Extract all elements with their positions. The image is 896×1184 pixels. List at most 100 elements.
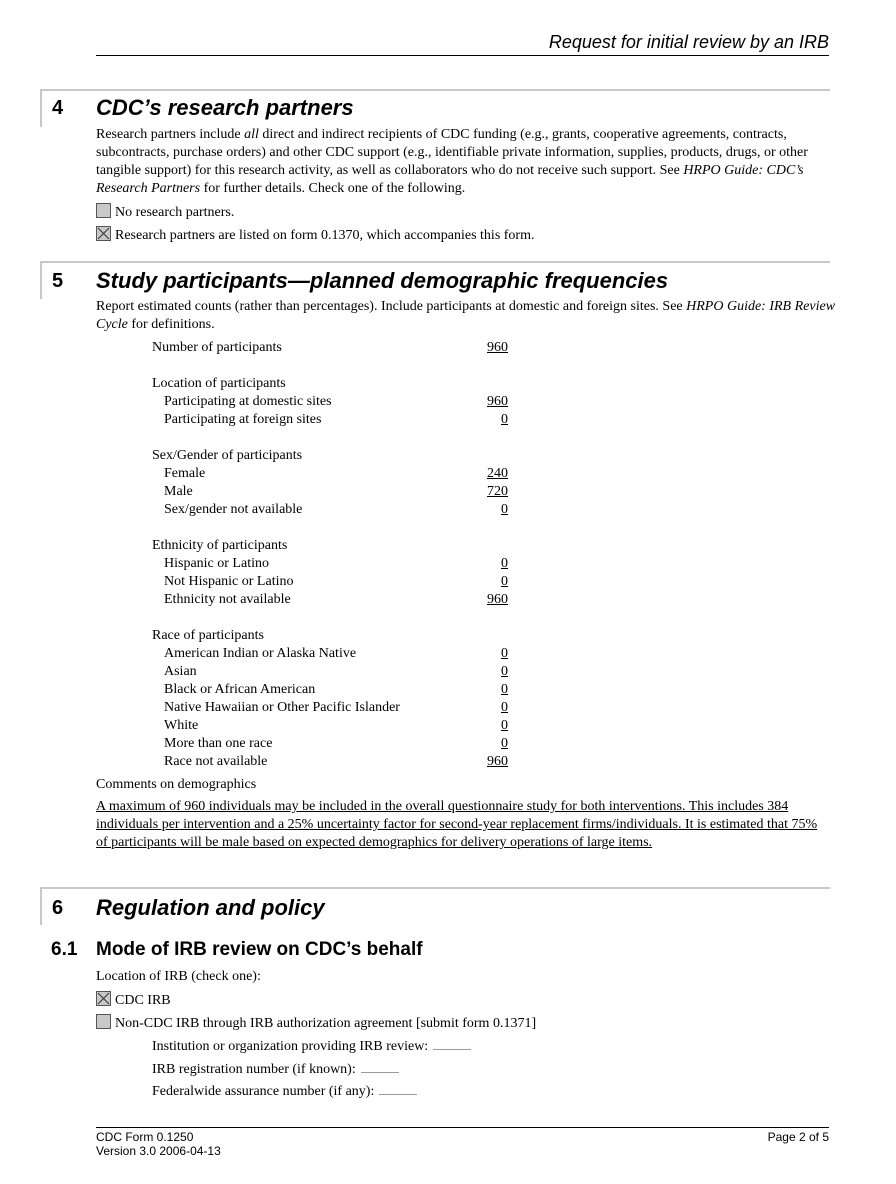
row-label: White (164, 718, 199, 733)
table-row: Not Hispanic or Latino 0 (152, 573, 508, 591)
irb-registration-field: IRB registration number (if known): (152, 1060, 892, 1079)
count-value[interactable]: 0 (501, 502, 508, 517)
text: for definitions. (127, 317, 215, 332)
irb-location-label: Location of IRB (check one): (96, 969, 261, 984)
row-label: Race not available (164, 754, 268, 769)
option-label: No research partners. (115, 205, 235, 220)
count-value[interactable]: 0 (501, 682, 508, 697)
text: for further details. Check one of the fo… (200, 181, 466, 196)
comments-label: Comments on demographics (96, 777, 257, 792)
section-divider (40, 887, 830, 889)
row-label: Black or African American (164, 682, 316, 697)
count-value[interactable]: 960 (487, 340, 508, 355)
section-divider (40, 89, 830, 91)
row-label: Race of participants (152, 628, 264, 643)
row-label: Number of participants (152, 340, 282, 355)
count-value[interactable]: 960 (487, 754, 508, 769)
checkbox-checked-icon[interactable] (96, 991, 111, 1006)
option-label: CDC IRB (115, 993, 171, 1008)
group-heading: Race of participants (152, 627, 508, 645)
total-participants-row: Number of participants 960 (152, 339, 508, 357)
section-title: Regulation and policy (96, 895, 325, 920)
table-row: Sex/gender not available 0 (152, 501, 508, 519)
table-row: White 0 (152, 717, 508, 735)
header-rule (96, 55, 829, 56)
checkbox-unchecked-icon[interactable] (96, 203, 111, 218)
count-value[interactable]: 0 (501, 556, 508, 571)
table-row: Female 240 (152, 465, 508, 483)
checkbox-unchecked-icon[interactable] (96, 1014, 111, 1029)
running-header: Request for initial review by an IRB (548, 32, 829, 52)
row-label: Male (164, 484, 193, 499)
subsection-number: 6.1 (51, 939, 78, 960)
section-title: Study participants—planned demographic f… (96, 268, 669, 293)
footer-version: Version 3.0 2006-04-13 (96, 1144, 221, 1158)
count-value[interactable]: 240 (487, 466, 508, 481)
count-value[interactable]: 0 (501, 718, 508, 733)
guide-reference: HRPO Guide: CDC’s Research Partners (96, 163, 804, 196)
table-row: Native Hawaiian or Other Pacific Islande… (152, 699, 508, 717)
row-label: Hispanic or Latino (164, 556, 269, 571)
checkbox-research-partners-listed[interactable]: Research partners are listed on form 0.1… (96, 226, 836, 245)
option-label: Non-CDC IRB through IRB authorization ag… (115, 1016, 537, 1031)
checkbox-cdc-irb[interactable]: CDC IRB (96, 991, 836, 1010)
row-label: Asian (164, 664, 197, 679)
section-description: Research partners include all direct and… (96, 126, 836, 198)
table-row: Black or African American 0 (152, 681, 508, 699)
count-value[interactable]: 0 (501, 574, 508, 589)
comments-field[interactable]: A maximum of 960 individuals may be incl… (96, 799, 818, 850)
row-label: Native Hawaiian or Other Pacific Islande… (164, 700, 400, 715)
text: Report estimated counts (rather than per… (96, 299, 687, 314)
count-value[interactable]: 0 (501, 646, 508, 661)
row-label: Sex/gender not available (164, 502, 303, 517)
guide-reference: HRPO Guide: IRB Review Cycle (96, 299, 836, 332)
checkbox-checked-icon[interactable] (96, 226, 111, 241)
row-label: Sex/Gender of participants (152, 448, 303, 463)
section-divider-left (40, 887, 42, 925)
option-label: Research partners are listed on form 0.1… (115, 228, 535, 243)
field-label: Institution or organization providing IR… (152, 1039, 429, 1054)
emphasis: all (244, 127, 259, 142)
section-divider-left (40, 261, 42, 299)
institution-input[interactable] (433, 1037, 472, 1050)
subsection-title: Mode of IRB review on CDC’s behalf (96, 939, 423, 960)
row-label: More than one race (164, 736, 273, 751)
row-label: Location of participants (152, 376, 286, 391)
row-label: Not Hispanic or Latino (164, 574, 294, 589)
row-label: American Indian or Alaska Native (164, 646, 357, 661)
table-row: Race not available 960 (152, 753, 508, 771)
count-value[interactable]: 0 (501, 412, 508, 427)
footer-form: CDC Form 0.1250 (96, 1130, 194, 1144)
count-value[interactable]: 0 (501, 700, 508, 715)
section-description: Report estimated counts (rather than per… (96, 298, 836, 334)
group-heading: Sex/Gender of participants (152, 447, 508, 465)
checkbox-non-cdc-irb[interactable]: Non-CDC IRB through IRB authorization ag… (96, 1014, 836, 1033)
count-value[interactable]: 720 (487, 484, 508, 499)
section-divider-left (40, 89, 42, 127)
group-heading: Ethnicity of participants (152, 537, 508, 555)
table-row: Participating at foreign sites 0 (152, 411, 508, 429)
footer-page-number: Page 2 of 5 (767, 1130, 829, 1144)
count-value[interactable]: 0 (501, 736, 508, 751)
row-label: Ethnicity of participants (152, 538, 288, 553)
text: direct and indirect recipients of CDC fu… (96, 127, 808, 178)
section-divider (40, 261, 830, 263)
fwa-field: Federalwide assurance number (if any): (152, 1082, 892, 1101)
table-row: American Indian or Alaska Native 0 (152, 645, 508, 663)
checkbox-no-research-partners[interactable]: No research partners. (96, 203, 836, 222)
institution-field: Institution or organization providing IR… (152, 1037, 892, 1056)
field-label: Federalwide assurance number (if any): (152, 1084, 375, 1099)
group-heading: Location of participants (152, 375, 508, 393)
count-value[interactable]: 0 (501, 664, 508, 679)
table-row: Male 720 (152, 483, 508, 501)
fwa-input[interactable] (379, 1082, 418, 1095)
text: Research partners include (96, 127, 245, 142)
table-row: Asian 0 (152, 663, 508, 681)
table-row: Participating at domestic sites 960 (152, 393, 508, 411)
count-value[interactable]: 960 (487, 592, 508, 607)
table-row: More than one race 0 (152, 735, 508, 753)
irb-registration-input[interactable] (360, 1060, 399, 1073)
count-value[interactable]: 960 (487, 394, 508, 409)
section-number: 5 (52, 270, 64, 292)
